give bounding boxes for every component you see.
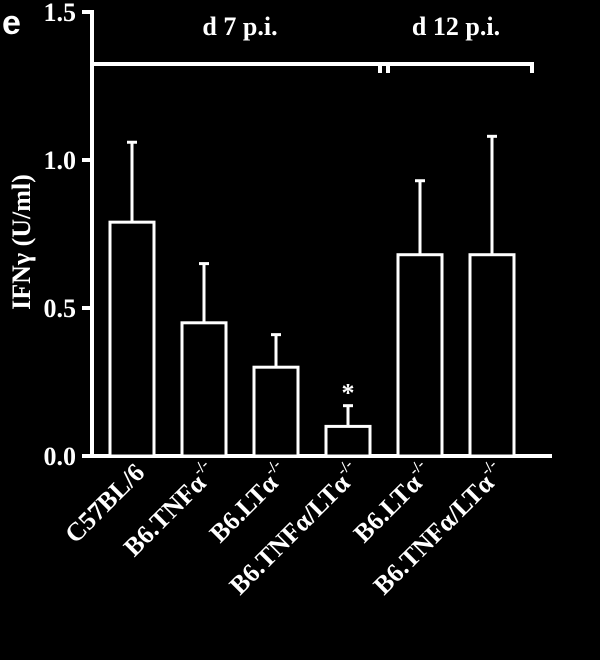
panel-label: e: [2, 4, 21, 42]
bar: [326, 426, 370, 456]
bar: [398, 255, 442, 456]
significance-asterisk: *: [342, 379, 355, 408]
y-tick-label: 0.0: [44, 442, 77, 471]
y-tick-label: 1.5: [44, 0, 77, 27]
bar: [182, 323, 226, 456]
bar: [470, 255, 514, 456]
group-brackets: d 7 p.i. d 12 p.i.: [92, 12, 532, 73]
group-label: d 7 p.i.: [202, 12, 277, 41]
y-tick-label: 0.5: [44, 294, 77, 323]
y-axis-label: IFNγ (U/ml): [7, 174, 36, 310]
group-bracket: [380, 64, 532, 73]
group-label: d 12 p.i.: [412, 12, 500, 41]
x-tick-labels: C57BL/6B6.TNFα-/-B6.LTα-/-B6.TNFα/LTα-/-…: [59, 456, 510, 600]
bar: [110, 222, 154, 456]
bar: [254, 367, 298, 456]
bars: *: [110, 136, 514, 456]
group-bracket: [92, 64, 388, 73]
y-tick-label: 1.0: [44, 146, 77, 175]
